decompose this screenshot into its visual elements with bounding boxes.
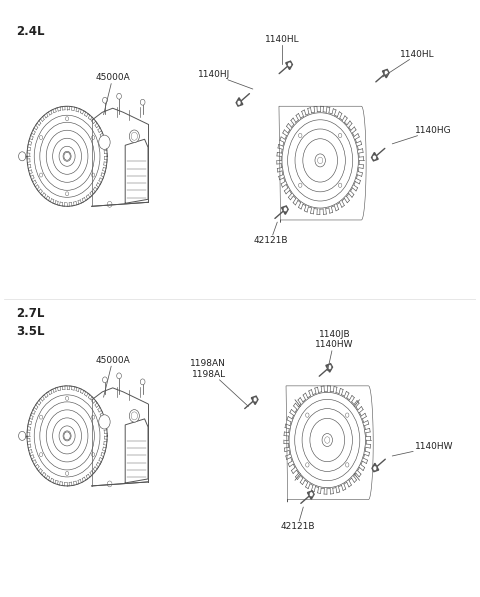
Circle shape [384,70,388,75]
Circle shape [322,433,333,447]
Polygon shape [125,139,148,204]
Circle shape [289,392,365,488]
Circle shape [237,100,241,105]
Text: 42121B: 42121B [253,222,288,245]
Text: 1140HL: 1140HL [383,50,435,77]
Text: 1198AN
1198AL: 1198AN 1198AL [190,359,249,407]
Polygon shape [372,463,379,472]
Polygon shape [372,152,378,161]
Circle shape [309,492,313,497]
Text: 42121B: 42121B [280,507,315,531]
Circle shape [288,62,291,67]
Text: 1140HL: 1140HL [265,35,300,64]
Circle shape [282,113,359,208]
Circle shape [373,466,377,471]
Polygon shape [286,61,292,70]
Polygon shape [125,419,148,483]
Circle shape [315,154,325,167]
Polygon shape [286,386,370,502]
Polygon shape [383,69,389,78]
Circle shape [64,152,70,160]
Circle shape [117,93,121,99]
Circle shape [64,432,70,440]
Circle shape [129,130,139,143]
Circle shape [283,207,288,212]
Circle shape [253,397,257,402]
Circle shape [328,365,332,370]
Polygon shape [279,106,363,222]
Text: 45000A: 45000A [95,73,130,115]
Polygon shape [281,206,288,214]
Circle shape [129,410,139,422]
Polygon shape [252,396,258,405]
Text: 45000A: 45000A [95,356,130,397]
Circle shape [99,135,110,149]
Text: 2.4L: 2.4L [16,24,45,38]
Circle shape [372,155,376,160]
Circle shape [99,415,110,429]
Text: 1140HW: 1140HW [392,442,453,456]
Polygon shape [236,98,243,106]
Text: 1140JB
1140HW: 1140JB 1140HW [315,330,354,371]
Circle shape [140,379,145,385]
Polygon shape [308,491,314,499]
Circle shape [117,373,121,378]
Polygon shape [326,364,333,372]
Circle shape [103,97,107,103]
Circle shape [19,152,26,161]
Text: 1140HJ: 1140HJ [198,70,253,89]
Text: 2.7L: 2.7L [16,307,44,321]
Text: 1140HG: 1140HG [392,126,451,144]
Circle shape [140,99,145,105]
Circle shape [103,377,107,383]
Circle shape [19,432,26,441]
Text: 3.5L: 3.5L [16,325,45,338]
